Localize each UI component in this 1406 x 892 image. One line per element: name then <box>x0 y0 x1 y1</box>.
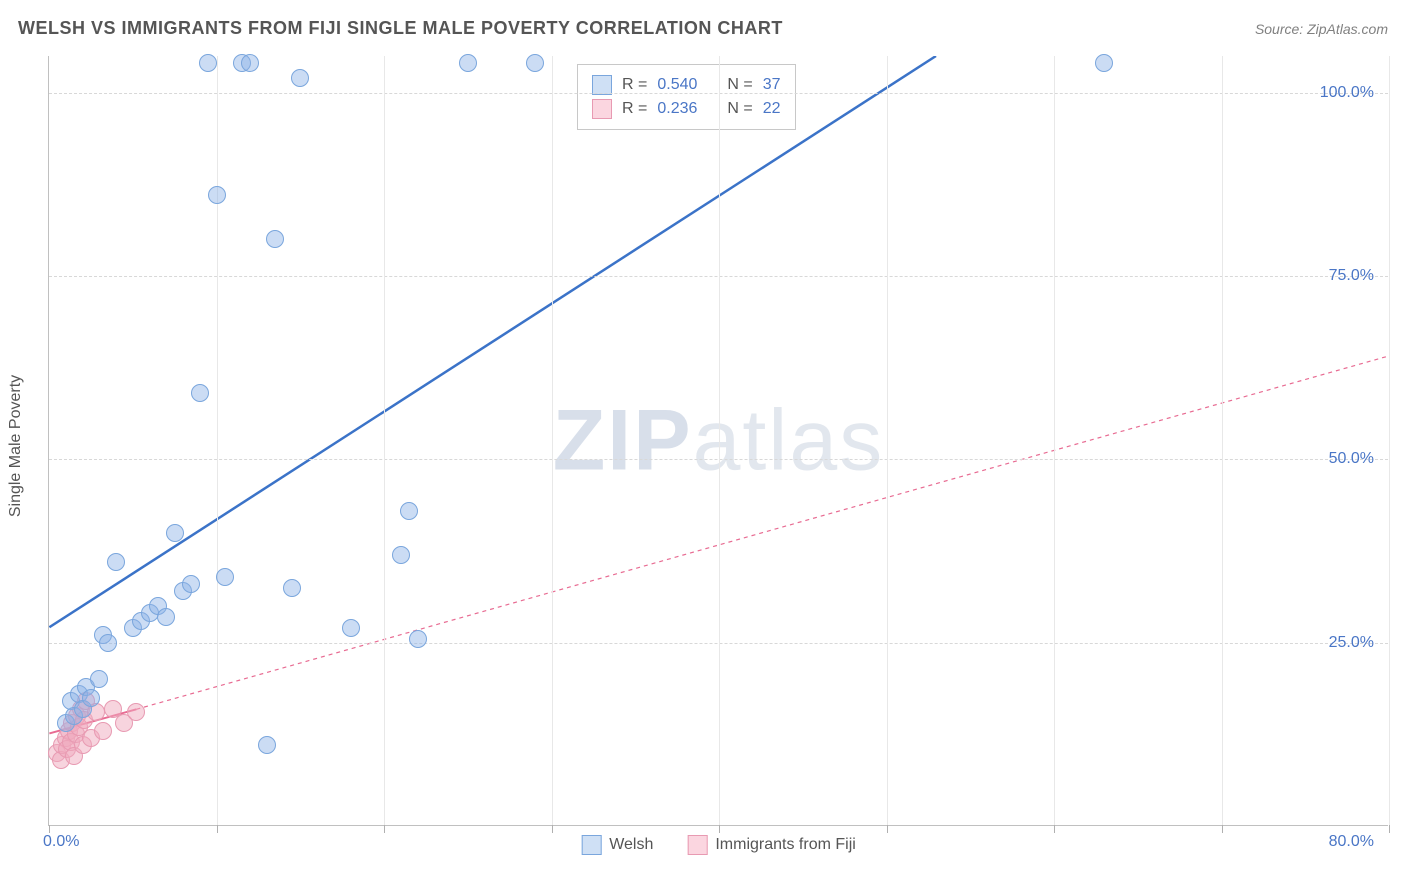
x-axis-min-label: 0.0% <box>43 833 79 851</box>
data-point-welsh <box>392 546 410 564</box>
series-legend: Welsh Immigrants from Fiji <box>581 835 856 855</box>
trendline-fiji-dash <box>136 356 1387 709</box>
trendline-welsh <box>49 56 936 627</box>
data-point-welsh <box>208 186 226 204</box>
y-axis-label: Single Male Poverty <box>7 375 25 517</box>
chart-source: Source: ZipAtlas.com <box>1255 21 1388 37</box>
x-tick <box>719 825 720 833</box>
gridline-v <box>887 56 888 825</box>
n-value-welsh: 37 <box>763 76 781 94</box>
gridline-v <box>719 56 720 825</box>
x-tick <box>384 825 385 833</box>
data-point-welsh <box>182 575 200 593</box>
data-point-welsh <box>342 619 360 637</box>
data-point-welsh <box>283 579 301 597</box>
gridline-v <box>384 56 385 825</box>
legend-label-welsh: Welsh <box>609 836 653 854</box>
swatch-fiji-icon <box>687 835 707 855</box>
data-point-welsh <box>1095 54 1113 72</box>
data-point-welsh <box>216 568 234 586</box>
x-tick <box>1222 825 1223 833</box>
legend-item-welsh: Welsh <box>581 835 653 855</box>
r-value-welsh: 0.540 <box>657 76 697 94</box>
data-point-welsh <box>107 553 125 571</box>
x-axis-max-label: 80.0% <box>1329 833 1374 851</box>
correlation-legend: R = 0.540 N = 37 R = 0.236 N = 22 <box>577 64 796 130</box>
r-value-fiji: 0.236 <box>657 100 697 118</box>
data-point-welsh <box>82 689 100 707</box>
chart-title: WELSH VS IMMIGRANTS FROM FIJI SINGLE MAL… <box>18 18 783 39</box>
x-tick <box>49 825 50 833</box>
n-value-fiji: 22 <box>763 100 781 118</box>
data-point-fiji <box>127 703 145 721</box>
data-point-welsh <box>191 384 209 402</box>
x-tick <box>887 825 888 833</box>
gridline-v <box>1054 56 1055 825</box>
swatch-welsh-icon <box>581 835 601 855</box>
data-point-welsh <box>99 634 117 652</box>
legend-item-fiji: Immigrants from Fiji <box>687 835 855 855</box>
x-tick <box>552 825 553 833</box>
legend-label-fiji: Immigrants from Fiji <box>715 836 855 854</box>
legend-row-fiji: R = 0.236 N = 22 <box>592 99 781 119</box>
data-point-welsh <box>526 54 544 72</box>
gridline-v <box>1222 56 1223 825</box>
data-point-welsh <box>166 524 184 542</box>
r-label: R = <box>622 100 647 118</box>
y-tick-label: 25.0% <box>1329 634 1374 652</box>
data-point-welsh <box>291 69 309 87</box>
data-point-welsh <box>266 230 284 248</box>
x-tick <box>217 825 218 833</box>
y-tick-label: 75.0% <box>1329 267 1374 285</box>
data-point-welsh <box>459 54 477 72</box>
gridline-v <box>1389 56 1390 825</box>
n-label: N = <box>727 76 752 94</box>
x-tick <box>1389 825 1390 833</box>
data-point-welsh <box>258 736 276 754</box>
data-point-welsh <box>199 54 217 72</box>
data-point-fiji <box>94 722 112 740</box>
data-point-welsh <box>409 630 427 648</box>
y-tick-label: 50.0% <box>1329 450 1374 468</box>
r-label: R = <box>622 76 647 94</box>
data-point-welsh <box>90 670 108 688</box>
gridline-v <box>552 56 553 825</box>
x-tick <box>1054 825 1055 833</box>
n-label: N = <box>727 100 752 118</box>
data-point-welsh <box>157 608 175 626</box>
data-point-welsh <box>400 502 418 520</box>
swatch-fiji <box>592 99 612 119</box>
scatter-plot: ZIPatlas R = 0.540 N = 37 R = 0.236 N = … <box>48 56 1388 826</box>
data-point-welsh <box>241 54 259 72</box>
y-tick-label: 100.0% <box>1320 84 1374 102</box>
gridline-v <box>217 56 218 825</box>
